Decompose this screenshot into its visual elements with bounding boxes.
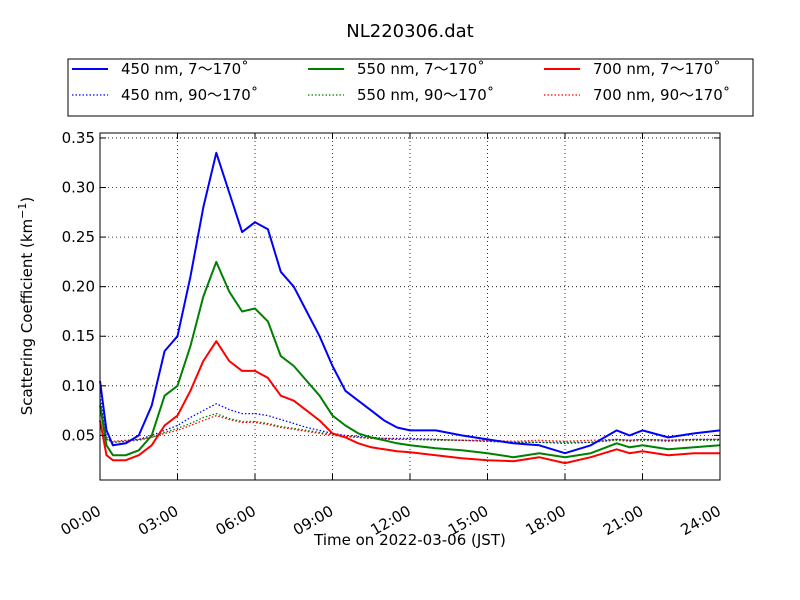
y-tick-label: 0.25 xyxy=(62,228,95,246)
y-tick-label: 0.05 xyxy=(62,426,95,444)
series-line-4 xyxy=(99,395,720,444)
y-tick-label: 0.30 xyxy=(62,179,95,197)
x-tick-label: 24:00 xyxy=(678,502,724,539)
y-tick-label: 0.20 xyxy=(62,278,95,296)
chart-title: NL220306.dat xyxy=(346,21,473,42)
y-axis-label-main: Scattering Coefficient (km xyxy=(18,219,36,415)
x-tick-label: 06:00 xyxy=(213,502,259,539)
series-line-1 xyxy=(99,151,721,455)
y-tick-label: 0.35 xyxy=(62,129,95,147)
y-axis-label-close: ) xyxy=(18,197,36,203)
x-tick-label: 21:00 xyxy=(600,502,646,539)
legend-label: 700 nm, 7～170˚ xyxy=(593,60,721,78)
grid xyxy=(100,133,720,480)
legend-label: 550 nm, 7～170˚ xyxy=(357,60,485,78)
y-axis-label: Scattering Coefficient (km−1) xyxy=(16,197,36,416)
legend-label: 700 nm, 90～170˚ xyxy=(593,86,730,104)
ticks: 00:00 03:00 06:00 09:00 12:00 15:00 18:00 21:00… xyxy=(58,129,724,539)
y-tick-label: 0.15 xyxy=(62,327,95,345)
y-axis-label-exp: −1 xyxy=(16,203,29,219)
legend-label: 450 nm, 90～170˚ xyxy=(121,86,258,104)
x-tick-label: 03:00 xyxy=(135,502,181,539)
x-axis-label: Time on 2022-03-06 (JST) xyxy=(313,531,506,549)
x-tick-label: 00:00 xyxy=(58,502,104,539)
series-line-3 xyxy=(99,340,720,465)
legend-label: 550 nm, 90～170˚ xyxy=(357,86,494,104)
y-tick-label: 0.10 xyxy=(62,377,95,395)
legend-label: 450 nm, 7～170˚ xyxy=(121,60,249,78)
series-line-2 xyxy=(99,260,721,459)
series-line-5 xyxy=(99,400,720,443)
series-layer xyxy=(99,151,721,465)
series-line-6 xyxy=(99,405,720,442)
legend: 450 nm, 7～170˚ 550 nm, 7～170˚ 700 nm, 7～17… xyxy=(67,58,754,117)
x-tick-label: 18:00 xyxy=(523,502,569,539)
legend-box xyxy=(67,58,754,117)
